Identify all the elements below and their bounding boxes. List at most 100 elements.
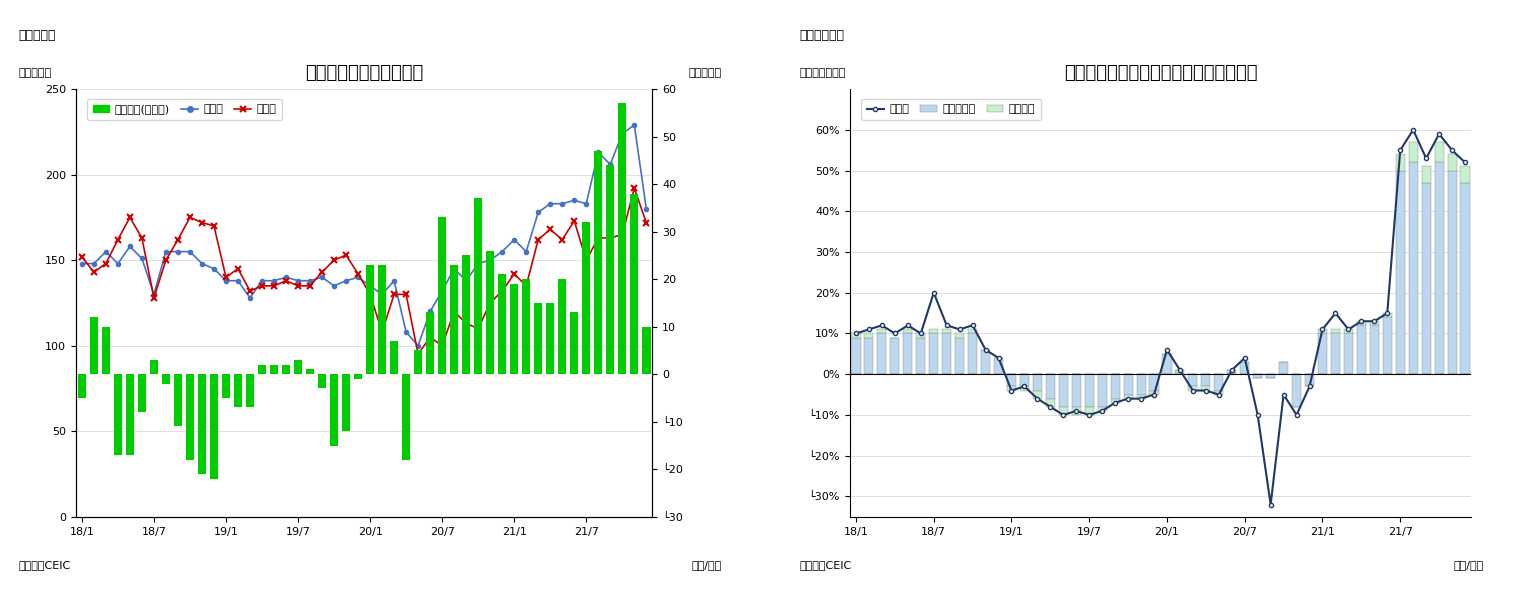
- Bar: [558, 279, 566, 374]
- Bar: [270, 365, 278, 374]
- Bar: [1421, 166, 1431, 183]
- Bar: [463, 255, 470, 374]
- Text: （億ドル）: （億ドル）: [18, 68, 52, 78]
- Legend: 貿易収支(右目盛), 輸出額, 輸入額: 貿易収支(右目盛), 輸出額, 輸入額: [86, 99, 282, 120]
- 輸出額: [1041, 403, 1059, 410]
- Text: （前年同月比）: （前年同月比）: [799, 68, 846, 78]
- Line: 輸出額: 輸出額: [854, 128, 1467, 507]
- 輸出額: [1029, 395, 1047, 402]
- Bar: [570, 312, 578, 374]
- Bar: [583, 222, 590, 374]
- Bar: [1356, 321, 1365, 326]
- Bar: [485, 251, 495, 374]
- Bar: [402, 374, 410, 460]
- Bar: [1396, 154, 1405, 170]
- 輸出額: [912, 330, 930, 337]
- 輸出額: [1326, 309, 1344, 317]
- Bar: [522, 279, 531, 374]
- Bar: [510, 284, 519, 374]
- 輸出額: [1066, 407, 1085, 415]
- Bar: [294, 360, 302, 374]
- Bar: [438, 217, 446, 374]
- Bar: [1124, 374, 1133, 394]
- 輸出額: [1391, 147, 1409, 154]
- Bar: [1033, 390, 1042, 399]
- 輸出額: [1365, 318, 1384, 325]
- 輸出額: [872, 322, 890, 329]
- Bar: [353, 374, 363, 379]
- Bar: [258, 365, 265, 374]
- Bar: [1292, 374, 1302, 407]
- 輸出額: [977, 346, 995, 353]
- 輸出額: [860, 326, 878, 333]
- Bar: [981, 350, 991, 374]
- Bar: [1124, 394, 1133, 399]
- Bar: [77, 374, 86, 398]
- 輸出額: [1209, 391, 1227, 398]
- Bar: [865, 337, 874, 374]
- Bar: [1370, 326, 1379, 374]
- 輸出額: [1183, 387, 1201, 394]
- Bar: [1330, 330, 1340, 333]
- Bar: [994, 358, 1003, 374]
- Bar: [607, 165, 614, 374]
- Bar: [306, 369, 314, 374]
- Bar: [1007, 374, 1016, 387]
- Bar: [865, 333, 874, 337]
- Bar: [1214, 374, 1223, 390]
- Bar: [1085, 374, 1094, 407]
- Bar: [1305, 374, 1314, 387]
- Bar: [114, 374, 121, 455]
- 輸出額: [938, 322, 956, 329]
- Bar: [1136, 394, 1145, 399]
- Bar: [1033, 374, 1042, 390]
- 輸出額: [1106, 399, 1124, 406]
- Bar: [916, 333, 925, 337]
- Bar: [642, 327, 651, 374]
- Bar: [1382, 313, 1391, 317]
- 輸出額: [1288, 412, 1306, 419]
- Bar: [319, 374, 326, 388]
- 輸出額: [951, 326, 969, 333]
- Text: （年/月）: （年/月）: [1453, 560, 1484, 570]
- Bar: [1098, 407, 1107, 411]
- Bar: [1019, 387, 1029, 390]
- Bar: [1019, 374, 1029, 387]
- Bar: [1435, 162, 1444, 374]
- Bar: [126, 374, 133, 455]
- Bar: [1279, 362, 1288, 374]
- Text: （年/月）: （年/月）: [692, 560, 722, 570]
- Bar: [1201, 387, 1211, 390]
- Bar: [1409, 142, 1418, 162]
- Text: （資料）CEIC: （資料）CEIC: [799, 560, 853, 570]
- Bar: [942, 333, 951, 374]
- Text: （図表１０）: （図表１０）: [799, 29, 845, 42]
- Bar: [451, 265, 458, 374]
- Bar: [968, 330, 977, 333]
- Bar: [329, 374, 338, 446]
- Bar: [956, 337, 965, 374]
- Bar: [903, 330, 912, 333]
- Bar: [498, 274, 507, 374]
- Bar: [851, 337, 860, 374]
- 輸出額: [1094, 407, 1112, 415]
- Title: インドネシア　貿易収支: インドネシア 貿易収支: [305, 64, 423, 82]
- Bar: [414, 350, 422, 374]
- Bar: [378, 265, 387, 374]
- 輸出額: [989, 355, 1007, 362]
- Bar: [916, 337, 925, 374]
- Bar: [1071, 374, 1080, 407]
- 輸出額: [1352, 318, 1370, 325]
- Bar: [209, 374, 218, 479]
- 輸出額: [846, 330, 865, 337]
- Bar: [1382, 317, 1391, 374]
- Bar: [1007, 387, 1016, 390]
- Bar: [1447, 154, 1456, 170]
- 輸出額: [1431, 130, 1449, 137]
- Bar: [221, 374, 231, 398]
- Bar: [1227, 370, 1236, 374]
- Bar: [1176, 370, 1185, 374]
- Bar: [942, 330, 951, 333]
- Bar: [956, 333, 965, 337]
- 輸出額: [1262, 501, 1280, 508]
